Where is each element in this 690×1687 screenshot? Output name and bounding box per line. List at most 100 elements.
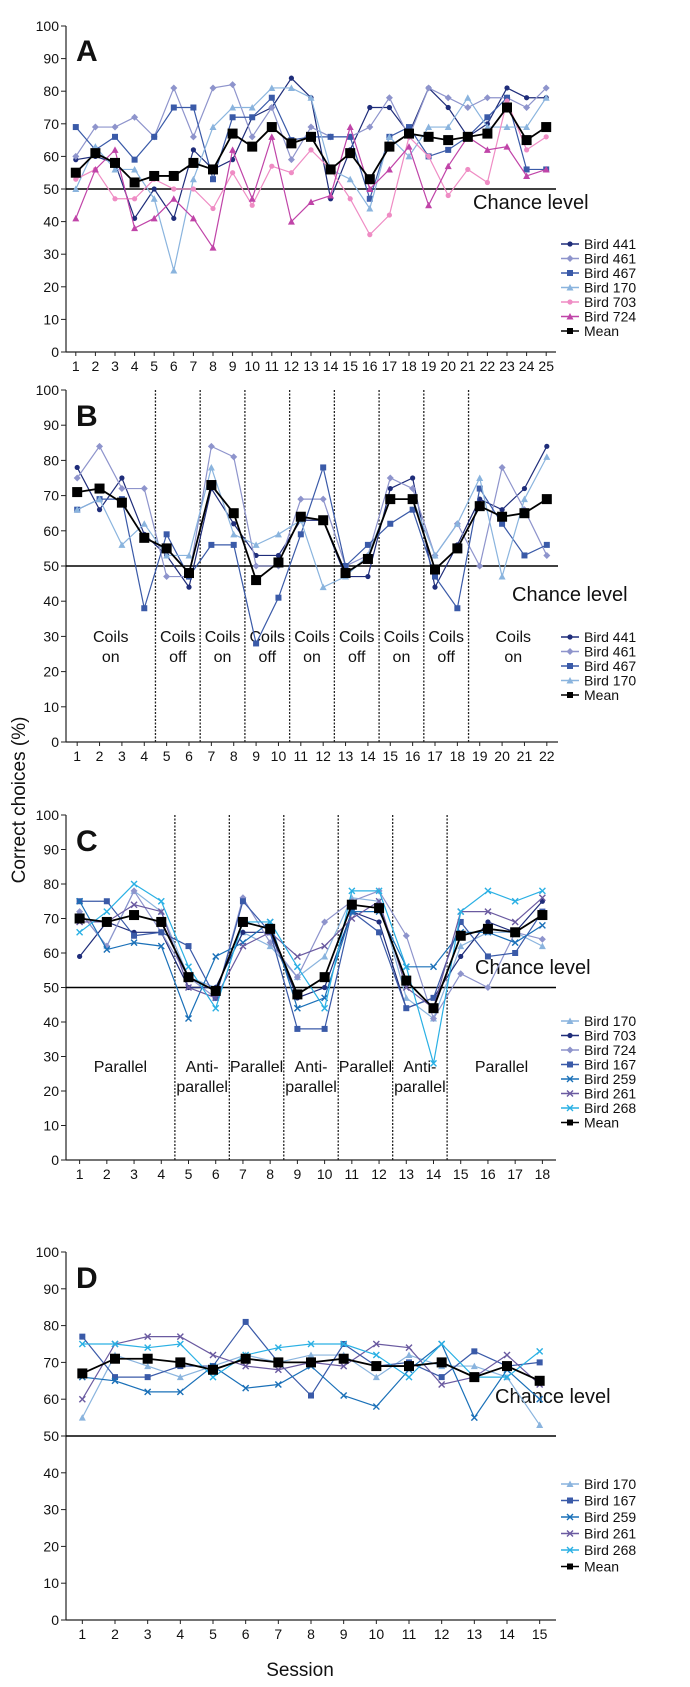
data-point <box>404 128 414 139</box>
data-point <box>502 1361 512 1372</box>
x-tick-label: 5 <box>185 1166 193 1182</box>
legend-marker <box>567 692 573 698</box>
data-point <box>464 104 472 111</box>
x-tick-label: 17 <box>382 358 398 374</box>
data-point <box>190 104 197 111</box>
data-point <box>170 104 177 111</box>
data-point <box>293 952 301 960</box>
x-tick-label: 8 <box>266 1166 274 1182</box>
data-point <box>321 918 329 926</box>
data-point <box>405 1373 413 1381</box>
data-point <box>116 497 127 508</box>
data-point <box>372 1340 380 1348</box>
y-tick-label: 70 <box>43 488 59 504</box>
legend-entry: Bird 259 <box>584 1071 636 1087</box>
data-point <box>346 175 354 183</box>
data-point <box>464 94 472 101</box>
data-point <box>132 196 138 202</box>
data-point <box>288 170 294 176</box>
series-line <box>76 446 548 589</box>
data-point <box>538 894 546 902</box>
data-point <box>430 994 437 1001</box>
data-point <box>209 123 217 131</box>
x-tick-label: 8 <box>209 358 217 374</box>
y-tick-label: 90 <box>43 842 59 858</box>
data-point <box>407 494 418 505</box>
data-point <box>321 1004 329 1012</box>
y-tick-label: 10 <box>43 1118 59 1134</box>
data-point <box>367 104 373 111</box>
data-point <box>319 583 327 591</box>
data-point <box>286 138 297 149</box>
data-point <box>227 128 238 139</box>
legend-marker <box>567 241 573 247</box>
region-label: Coils <box>294 629 330 646</box>
data-point <box>239 942 247 950</box>
data-point <box>230 541 237 548</box>
data-point <box>519 508 530 519</box>
data-point <box>150 214 158 222</box>
data-point <box>348 887 356 895</box>
x-tick-label: 15 <box>382 748 398 764</box>
y-tick-label: 70 <box>43 911 59 927</box>
data-point <box>462 131 473 142</box>
data-point <box>176 1388 184 1396</box>
data-point <box>144 1344 152 1352</box>
data-point <box>188 157 199 168</box>
data-point <box>240 1353 251 1364</box>
data-point <box>445 104 451 111</box>
data-point <box>483 123 491 131</box>
data-point <box>103 908 111 916</box>
data-point <box>229 114 236 121</box>
data-point <box>402 932 410 940</box>
data-point <box>175 1357 186 1368</box>
legend-marker <box>566 1480 574 1487</box>
data-point <box>340 1362 348 1370</box>
data-point <box>118 485 126 493</box>
y-tick-label: 80 <box>43 452 59 468</box>
data-point <box>229 81 237 89</box>
data-point <box>536 1359 543 1366</box>
data-point <box>484 984 492 991</box>
data-point <box>386 474 394 482</box>
data-point <box>445 192 451 199</box>
x-tick-label: 4 <box>157 1166 165 1182</box>
data-point <box>476 562 484 570</box>
data-point <box>403 1005 410 1012</box>
data-point <box>482 128 493 139</box>
data-point <box>70 167 81 178</box>
legend-entry: Bird 268 <box>584 1542 636 1558</box>
data-point <box>503 1373 511 1381</box>
y-tick-label: 50 <box>43 980 59 996</box>
y-tick-label: 90 <box>43 417 59 433</box>
data-point <box>239 898 246 905</box>
data-point <box>295 511 306 522</box>
data-point <box>497 511 508 522</box>
data-point <box>318 515 329 526</box>
y-tick-label: 70 <box>43 116 59 132</box>
panel-letter: B <box>76 400 98 433</box>
data-point <box>387 485 393 492</box>
data-point <box>443 135 454 146</box>
legend-entry: Bird 268 <box>584 1100 636 1116</box>
data-point <box>345 148 356 159</box>
y-tick-label: 40 <box>43 214 59 230</box>
region-label: off <box>437 649 455 666</box>
data-point <box>374 903 385 914</box>
data-point <box>425 123 433 131</box>
y-tick-label: 70 <box>43 1354 59 1370</box>
data-point <box>346 899 357 910</box>
x-tick-label: 16 <box>362 358 378 374</box>
legend-entry: Bird 259 <box>584 1509 636 1525</box>
y-tick-label: 40 <box>43 1465 59 1481</box>
legend-marker <box>566 1075 574 1083</box>
data-point <box>386 104 392 111</box>
data-point <box>77 953 83 960</box>
data-point <box>129 177 140 188</box>
data-point <box>457 942 465 950</box>
legend-entry: Bird 261 <box>584 1526 636 1542</box>
data-point <box>483 146 491 153</box>
